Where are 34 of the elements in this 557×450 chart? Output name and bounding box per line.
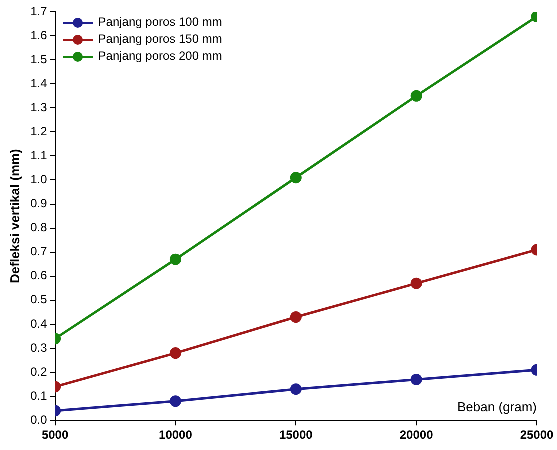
point — [290, 312, 302, 323]
x-axis-title: Beban (gram) — [458, 400, 537, 415]
y-tick-label: 0.0 — [30, 412, 48, 427]
y-tick-label: 1.1 — [30, 148, 48, 163]
y-tick-label: 0.2 — [30, 364, 48, 379]
y-tick-label: 0.5 — [30, 292, 48, 307]
y-tick-label: 0.9 — [30, 196, 48, 211]
y-axis-title: Defleksi vertikal (mm) — [7, 149, 22, 284]
point — [410, 278, 422, 290]
y-tick-label: 0.6 — [30, 268, 48, 283]
y-tick-label: 1.3 — [30, 100, 48, 114]
y-tick-label: 1.4 — [30, 76, 48, 90]
legend-label: Panjang poros 200 mm — [98, 48, 222, 65]
y-tick-label: 1.7 — [30, 4, 48, 18]
y-tick-label: 0.8 — [30, 220, 48, 235]
x-tick-label: 10000 — [159, 428, 193, 442]
y-tick-label: 1.2 — [30, 124, 48, 138]
y-tick-label: 1.6 — [30, 28, 48, 42]
y-tick-label: 1.5 — [30, 52, 48, 66]
y-tick-label: 0.3 — [30, 340, 48, 355]
point — [410, 90, 422, 102]
y-tick-label: 0.4 — [30, 316, 48, 331]
point — [290, 172, 302, 184]
y-tick-label: 0.1 — [30, 388, 48, 403]
point — [410, 374, 422, 386]
point — [290, 384, 302, 396]
legend-label: Panjang poros 150 mm — [98, 31, 222, 48]
x-tick-label: 25000 — [520, 428, 554, 442]
legend-label: Panjang poros 100 mm — [98, 14, 222, 31]
y-tick-label: 0.7 — [30, 244, 48, 259]
x-tick-label: 15000 — [279, 428, 314, 442]
y-tick-label: 1.0 — [30, 172, 48, 187]
x-tick-label: 20000 — [400, 428, 434, 442]
x-tick-label: 5000 — [42, 428, 69, 442]
